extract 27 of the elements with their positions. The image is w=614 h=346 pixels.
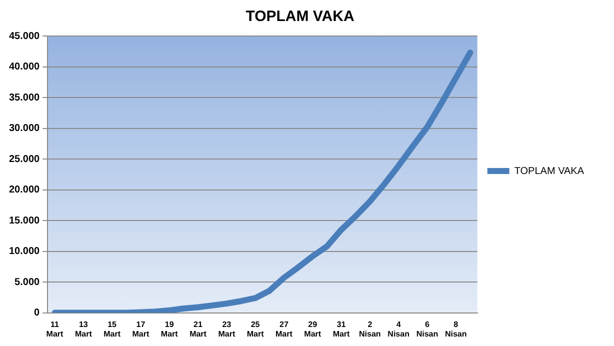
y-tick-label: 35.000 bbox=[8, 92, 40, 104]
y-tick-label: 25.000 bbox=[8, 154, 40, 165]
chart-title: TOPLAM VAKA bbox=[246, 8, 354, 26]
y-tick-label: 20.000 bbox=[8, 184, 40, 196]
x-tick-label: 21 Mart bbox=[190, 320, 207, 338]
y-tick-label: 0 bbox=[34, 308, 40, 319]
x-tick-label: 2 Nisan bbox=[359, 320, 381, 338]
x-tick-label: 25 Mart bbox=[246, 320, 264, 338]
x-tick-label: 8 Nisan bbox=[444, 320, 467, 338]
x-tick-label: 27 Mart bbox=[276, 320, 293, 338]
x-tick-label: 29 Mart bbox=[304, 320, 322, 338]
x-tick-label: 6 Nisan bbox=[416, 320, 438, 338]
x-tick-label: 15 Mart bbox=[104, 320, 121, 338]
y-tick-label: 30.000 bbox=[8, 123, 40, 134]
y-tick-label: 10.000 bbox=[8, 246, 40, 258]
y-tick-label: 40.000 bbox=[8, 62, 40, 73]
x-tick-label: 13 Mart bbox=[74, 320, 92, 338]
x-tick-label: 23 Mart bbox=[218, 320, 236, 338]
y-tick-label: 15.000 bbox=[8, 215, 40, 226]
y-tick-label: 45.000 bbox=[8, 30, 40, 42]
x-tick-label: 31 Mart bbox=[332, 320, 350, 338]
x-tick-label: 4 Nisan bbox=[388, 320, 410, 338]
x-tick-label: 11 Mart bbox=[46, 320, 64, 338]
x-tick-label: 19 Mart bbox=[160, 320, 178, 338]
x-tick-label: 17 Mart bbox=[132, 320, 150, 338]
legend-label: TOPLAM VAKA bbox=[514, 166, 584, 177]
y-tick-label: 5.000 bbox=[14, 276, 40, 288]
